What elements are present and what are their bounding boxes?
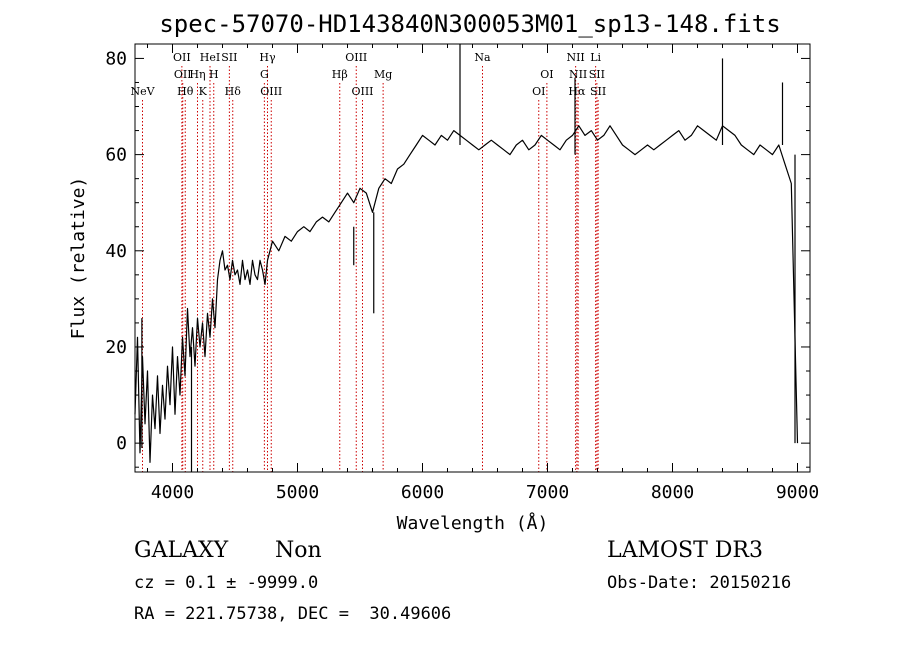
line-label-20: NII	[566, 51, 584, 64]
chart-title: spec-57070-HD143840N300053M01_sp13-148.f…	[159, 10, 780, 38]
line-label-24: SII	[589, 68, 605, 81]
line-label-18: OI	[540, 68, 553, 81]
line-label-15: OIII	[351, 85, 373, 98]
x-tick-label: 5000	[276, 482, 319, 503]
line-label-0: NeV	[130, 85, 155, 98]
line-label-12: OIII	[260, 85, 282, 98]
line-label-1: OII	[173, 51, 191, 64]
survey-label: LAMOST DR3	[607, 538, 763, 563]
emission-line-labels: NeVOIIOIIHθHηHeIKHSIIHδHγGOIIIOIIIHβOIII…	[130, 51, 606, 98]
y-axis-ticks: 0 20 40 60 80	[105, 48, 810, 468]
object-class: GALAXY	[134, 538, 229, 563]
y-tick-label: 80	[105, 48, 127, 69]
line-label-4: Hη	[189, 68, 205, 81]
spectrum-series	[134, 44, 799, 472]
coordinates-text: RA = 221.75738, DEC = 30.49606	[134, 604, 452, 624]
line-label-25: SII	[590, 85, 606, 98]
x-tick-label: 8000	[651, 482, 694, 503]
y-axis-label: Flux (relative)	[68, 177, 89, 340]
y-tick-label: 20	[105, 337, 127, 358]
line-label-21: NII	[569, 68, 587, 81]
y-tick-label: 40	[105, 241, 127, 262]
y-tick-label: 0	[116, 433, 127, 454]
plot-frame	[134, 43, 811, 473]
line-label-23: Li	[590, 51, 601, 64]
x-axis-ticks: 4000 5000 6000 7000 8000 9000	[147, 44, 819, 503]
emission-line-markers	[142, 66, 599, 472]
redshift-text: cz = 0.1 ± -9999.0	[134, 573, 319, 593]
line-label-3: Hθ	[177, 85, 194, 98]
object-subclass: Non	[275, 538, 322, 563]
x-tick-label: 7000	[526, 482, 569, 503]
obs-date-text: Obs-Date: 20150216	[607, 573, 792, 593]
line-label-14: Hβ	[332, 68, 348, 81]
line-label-17: Na	[474, 51, 491, 64]
x-tick-label: 4000	[151, 482, 194, 503]
line-label-2: OII	[174, 68, 192, 81]
spectrum-line-0	[134, 125, 799, 463]
x-tick-label: 9000	[776, 482, 819, 503]
line-label-11: G	[260, 68, 269, 81]
line-label-10: Hγ	[259, 51, 276, 64]
line-label-13: OIII	[345, 51, 367, 64]
line-label-16: Mg	[374, 68, 392, 81]
line-label-6: K	[199, 85, 208, 98]
line-label-9: Hδ	[225, 85, 242, 98]
line-label-8: SII	[221, 51, 237, 64]
line-label-7: H	[209, 68, 219, 81]
line-label-19: OI	[532, 85, 545, 98]
x-axis-label: Wavelength (Å)	[397, 512, 549, 534]
line-label-22: Hα	[568, 85, 586, 98]
y-tick-label: 60	[105, 145, 127, 166]
line-label-5: HeI	[200, 51, 220, 64]
x-tick-label: 6000	[401, 482, 444, 503]
